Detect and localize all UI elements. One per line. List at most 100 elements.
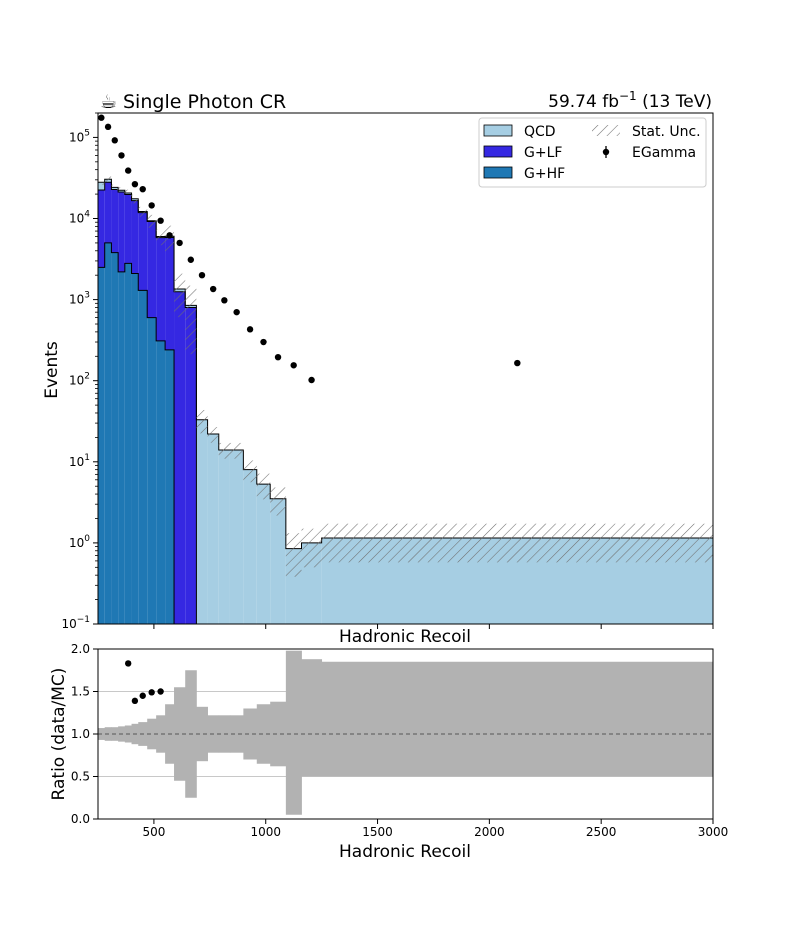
data-point [187,256,195,263]
bar-ghf [118,271,125,624]
unc-bin [174,273,186,318]
bar-ghf [138,290,148,624]
bar-ghf [111,252,119,624]
unc-bin [270,487,286,516]
ratio-panel: 0.00.51.01.52.0 500 1000 1500 2000 2500 3000 … [49,642,728,862]
ratio-band-bin [147,718,157,750]
plot-title: Single Photon CR [123,91,286,113]
data-point [139,185,146,193]
ratio-band-bin [270,701,287,767]
data-point [111,137,118,144]
bar-ghf [124,263,132,624]
main-panel: 105 104 103 102 101 100 10−1 Events Hadronic R… [42,112,714,647]
bar-glf [165,237,175,350]
data-point [98,114,105,121]
ratio-point [139,692,146,699]
data-point [290,362,297,369]
bar-qcd [256,484,271,624]
legend-frame [478,117,707,188]
legend-swatch-qcd [483,124,513,137]
legend-marker-egamma [602,148,610,156]
data-point [514,359,521,367]
main-frame [97,112,714,625]
data-point [176,239,183,247]
data-point [209,285,217,293]
ratio-x-tick-label: 500 [142,825,165,839]
unc-bin [301,528,322,568]
unc-bin [98,179,105,185]
legend: QCD Stat. Unc. G+LF EGamma G+HF [478,117,707,188]
bar-glf [156,237,166,341]
bar-qcd [243,469,257,624]
bar-glf [147,221,157,318]
ratio-band-bin [285,650,302,815]
data-point [233,308,240,316]
ratio-band-bin [256,704,271,764]
ratio-y-tick-label: 0.5 [71,770,90,784]
bar-ghf [165,349,175,624]
data-point [166,232,173,239]
unc-bin [243,460,257,483]
ratio-y-label: Ratio (data/MC) [49,668,69,801]
unc-bin [147,214,157,228]
ratio-band-bin [321,661,713,777]
ratio-x-tick-label: 2500 [586,825,617,839]
ratio-band-bin [174,687,186,781]
ratio-point [131,697,139,705]
legend-label-ghf: G+HF [524,166,565,182]
main-x-label: Hadronic Recoil [339,627,471,647]
ratio-band-bin [243,708,258,760]
bar-ghf [156,340,166,624]
data-point [221,297,228,304]
ratio-unc-band [98,650,713,815]
legend-label-egamma: EGamma [632,145,696,161]
ratio-band-bin [301,659,323,777]
unc-bin [196,409,208,434]
data-point [148,202,155,209]
data-point [308,376,315,384]
unc-bin [256,473,271,500]
ratio-y-tick-label: 0.0 [71,812,90,826]
bar-qcd [218,449,230,624]
y-tick-label: 105 [69,128,90,144]
ratio-x-axis: 500 1000 1500 2000 2500 3000 [142,819,728,839]
ratio-x-tick-label: 3000 [698,825,729,839]
bar-glf [124,194,132,264]
y-tick-label: 10−1 [61,615,90,631]
bar-glf [98,189,105,268]
ratio-x-tick-label: 1000 [250,825,281,839]
unc-bin [118,187,125,194]
bar-ghf [98,267,105,624]
main-x-axis [153,624,714,629]
ratio-x-tick-label: 1500 [362,825,393,839]
bar-glf [118,192,125,272]
data-point [118,152,125,159]
data-point [124,167,132,174]
bar-qcd [229,449,244,624]
unc-bin [131,194,139,204]
ratio-points [124,660,164,705]
bar-glf [111,189,119,253]
unc-bin [138,206,148,217]
bar-qcd [270,498,286,624]
bar-qcd [98,182,105,190]
ratio-y-tick-label: 1.0 [71,727,90,741]
y-tick-label: 100 [69,534,90,550]
bar-ghf [147,317,157,624]
unc-bin [218,442,230,459]
unc-bin [111,184,119,191]
ratio-band-bin [229,715,244,753]
data-point [131,180,139,188]
ratio-band-bin [196,706,208,762]
legend-swatch-ghf [483,166,513,179]
data-point [157,217,164,224]
bar-glf [138,212,148,291]
ratio-point [157,688,164,695]
unc-bin [321,523,713,563]
main-y-label: Events [42,341,62,399]
bar-qcd [207,434,219,624]
unc-bin [207,427,219,443]
ratio-band-bin [156,715,166,753]
